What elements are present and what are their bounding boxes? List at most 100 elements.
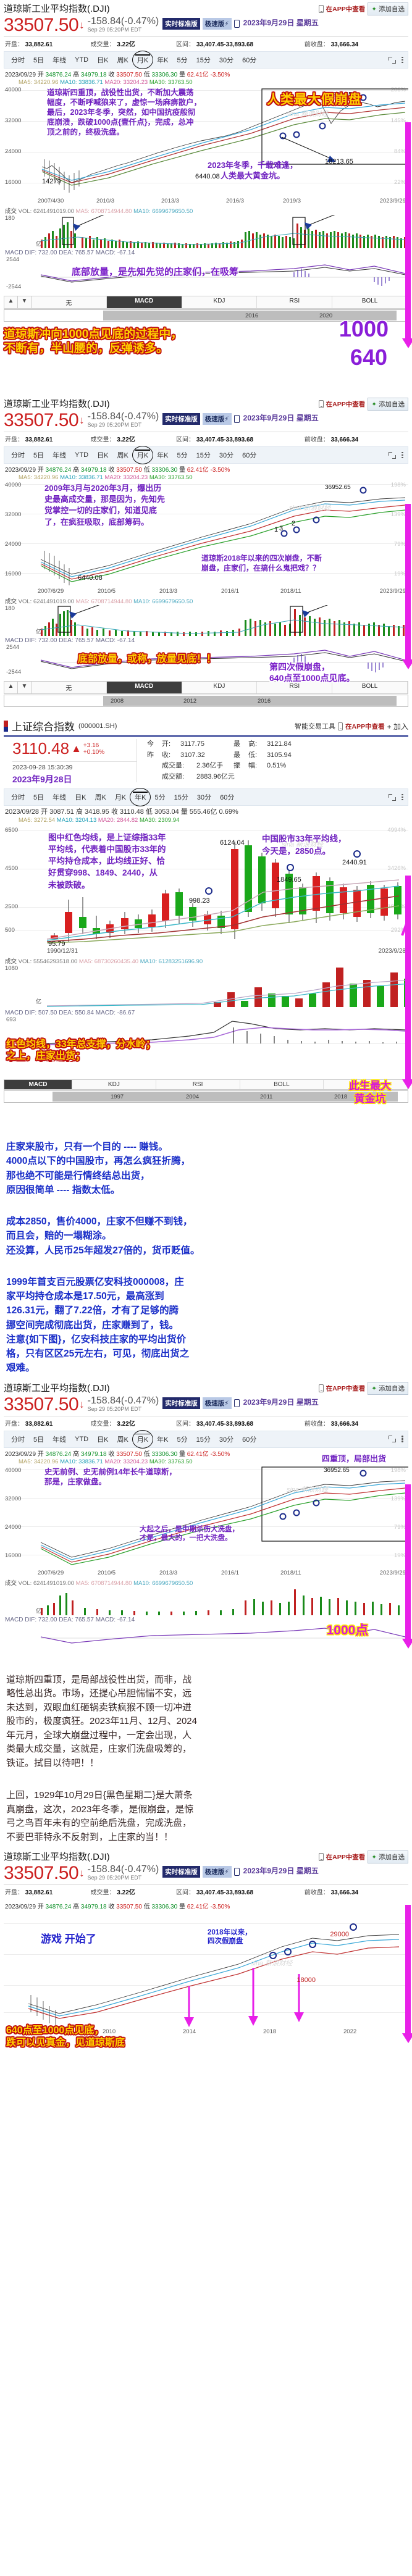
dji-volume-chart-2[interactable]: 180 (4, 605, 408, 637)
badge-standard-4[interactable]: 实时标准版 (162, 1866, 200, 1878)
tab3-yearline[interactable]: 年线 (53, 1436, 67, 1444)
sse-range-scrollbar[interactable]: 1997 2004 2011 2018 (4, 1090, 408, 1103)
view-in-app-link-5[interactable]: 在APP中查看 (326, 1854, 366, 1861)
sse-indicator-macd[interactable]: MACD (4, 1080, 72, 1089)
dji-range-scrollbar-1[interactable]: 2016 2020 (4, 309, 408, 322)
add-button-3[interactable]: + 加入 (387, 722, 408, 731)
sse-indicator-kdj[interactable]: KDJ (72, 1080, 156, 1089)
tab-weekk[interactable]: 周K (117, 57, 128, 64)
badge-fast[interactable]: 极速版⚡ (202, 18, 232, 30)
add-favorite-button[interactable]: ✦ 添加自选 (368, 2, 408, 15)
indicator-rsi-2[interactable]: RSI (257, 682, 333, 693)
dji-price-chart-1[interactable]: 40000 32000 24000 16000 206% 145% 84% 22… (4, 86, 408, 198)
indicator-none-2[interactable]: 无 (32, 682, 107, 693)
fullscreen-icon-3[interactable] (389, 793, 396, 801)
view-in-app-link-3[interactable]: 在APP中查看 (345, 722, 385, 730)
tab-ytd[interactable]: YTD (75, 56, 89, 64)
more-options-icon-2[interactable] (401, 451, 403, 459)
fullscreen-icon[interactable] (389, 56, 396, 64)
sse-tab-dayk[interactable]: 日K (75, 794, 86, 801)
tab2-30min[interactable]: 30分 (219, 452, 234, 459)
badge-fast-3[interactable]: 极速版⚡ (202, 1397, 232, 1409)
tab3-fenshi[interactable]: 分时 (11, 1436, 25, 1444)
add-favorite-button-2[interactable]: ✦ 添加自选 (368, 398, 408, 411)
sse-price-chart[interactable]: 6500 4500 2500 500 4994% 3426% 1858% 292… (4, 824, 408, 948)
dji-timeframe-tabs-2[interactable]: 分时 5日 年线 YTD 日K 周K 月K 年K 5分 15分 30分 60分 (4, 446, 408, 464)
tab-yeark[interactable]: 年K (157, 57, 169, 64)
tab-30min[interactable]: 30分 (219, 57, 234, 64)
tab3-5min[interactable]: 5分 (177, 1436, 188, 1444)
sse-indicator-boll[interactable]: BOLL (240, 1080, 324, 1089)
tab3-yeark[interactable]: 年K (157, 1436, 169, 1444)
view-in-app-link-2[interactable]: 在APP中查看 (326, 401, 366, 408)
sse-tab-5day[interactable]: 5日 (33, 794, 44, 801)
dji-timeframe-tabs-3[interactable]: 分时 5日 年线 YTD 日K 周K 月K 年K 5分 15分 30分 60分 (4, 1429, 408, 1449)
sse-indicator-bar[interactable]: MACD KDJ RSI BOLL (4, 1079, 408, 1090)
dji-timeframe-tabs[interactable]: 分时 5日 年线 YTD 日K 周K 月K 年K 5分 15分 30分 60分 (4, 51, 408, 69)
tab3-30min[interactable]: 30分 (219, 1436, 234, 1444)
dji-volume-chart-3[interactable]: 亿 (4, 1586, 408, 1616)
fullscreen-icon-2[interactable] (389, 451, 396, 459)
dji-price-chart-2[interactable]: 40000 32000 24000 16000 198% 139% 79% 19… (4, 482, 408, 588)
dji-price-chart-3[interactable]: 40000 32000 24000 16000 198% 139% 79% 19… (4, 1465, 408, 1570)
sse-volume-chart[interactable]: 1080 亿 (4, 965, 408, 1010)
more-options-icon-4[interactable] (401, 1435, 403, 1444)
badge-standard[interactable]: 实时标准版 (162, 18, 200, 30)
sse-indicator-rsi[interactable]: RSI (156, 1080, 240, 1089)
indicator-boll[interactable]: BOLL (332, 296, 408, 308)
sse-tab-yeark[interactable]: 年K (130, 788, 151, 806)
dji-indicator-bar-1[interactable]: ▲ ▼ 无 MACD KDJ RSI BOLL (4, 296, 408, 309)
dji-macd-chart-2[interactable]: 2544 -2544 底部放量，或称，放量见底！！ (4, 644, 408, 680)
tab3-weekk[interactable]: 周K (117, 1436, 128, 1444)
tab2-15min[interactable]: 15分 (196, 452, 211, 459)
dji-price-chart-4[interactable]: 游戏 开始了 2018年以来， 四次假崩盘 29000 18000 sina 新… (4, 1911, 408, 2028)
tab2-monthk[interactable]: 月K (132, 446, 153, 464)
tab2-fenshi[interactable]: 分时 (11, 452, 25, 459)
tab3-60min[interactable]: 60分 (242, 1436, 257, 1444)
sse-tab-60min[interactable]: 60分 (220, 794, 235, 801)
add-favorite-button-3[interactable]: ✦ 添加自选 (368, 1381, 408, 1395)
tab-60min[interactable]: 60分 (242, 57, 257, 64)
sse-tab-weekk[interactable]: 周K (95, 794, 106, 801)
indicator-boll-2[interactable]: BOLL (332, 682, 408, 693)
view-in-app-link[interactable]: 在APP中查看 (326, 6, 366, 13)
indicator-up-arrow[interactable]: ▲ (4, 296, 18, 308)
dji-volume-chart-1[interactable]: 180 (4, 215, 408, 249)
tab-dayk[interactable]: 日K (97, 57, 109, 64)
sse-scroll-thumb[interactable] (53, 1092, 398, 1102)
tab-fenshi[interactable]: 分时 (11, 57, 25, 64)
scroll-thumb[interactable] (103, 311, 397, 320)
scroll-thumb-2[interactable] (103, 696, 397, 706)
view-in-app-link-4[interactable]: 在APP中查看 (326, 1384, 366, 1392)
indicator-rsi[interactable]: RSI (257, 296, 333, 308)
tab3-dayk[interactable]: 日K (97, 1436, 109, 1444)
sse-tab-monthk[interactable]: 月K (114, 794, 127, 801)
indicator-up-arrow-2[interactable]: ▲ (4, 682, 18, 693)
tab2-60min[interactable]: 60分 (242, 452, 257, 459)
badge-fast-4[interactable]: 极速版⚡ (202, 1866, 232, 1878)
sse-tab-fenshi[interactable]: 分时 (11, 794, 25, 801)
tab-15min[interactable]: 15分 (196, 57, 211, 64)
tab3-5day[interactable]: 5日 (33, 1436, 44, 1444)
smart-tool-link[interactable]: 智能交易工具 (295, 723, 336, 730)
sse-timeframe-tabs[interactable]: 分时 5日 年线 日K 周K 月K 年K 5分 15分 30分 60分 (4, 788, 408, 806)
tab2-ytd[interactable]: YTD (75, 451, 89, 459)
dji-macd-chart-1[interactable]: 2544 -2544 底部放量，是先知先觉的庄家们，在吸筹 (4, 256, 408, 295)
indicator-down-arrow[interactable]: ▼ (18, 296, 32, 308)
tab2-yeark[interactable]: 年K (157, 452, 169, 459)
tab-5day[interactable]: 5日 (33, 57, 44, 64)
tab2-5min[interactable]: 5分 (177, 452, 188, 459)
tab-yearline[interactable]: 年线 (53, 57, 67, 64)
sse-tab-30min[interactable]: 30分 (196, 794, 212, 801)
indicator-kdj[interactable]: KDJ (182, 296, 258, 308)
tab2-yearline[interactable]: 年线 (53, 452, 67, 459)
indicator-macd-2[interactable]: MACD (106, 682, 182, 693)
tab2-dayk[interactable]: 日K (97, 452, 109, 459)
more-options-icon-3[interactable] (401, 793, 403, 801)
indicator-macd[interactable]: MACD (106, 296, 182, 308)
tab3-15min[interactable]: 15分 (196, 1436, 211, 1444)
tab3-ytd[interactable]: YTD (75, 1435, 89, 1443)
badge-standard-2[interactable]: 实时标准版 (162, 413, 200, 425)
tab2-weekk[interactable]: 周K (117, 452, 128, 459)
sse-macd-chart[interactable]: 693 693 红色均线，33年总支撑，分水岭； 之上，庄家出货； 之下，庄家吸… (4, 1016, 408, 1062)
